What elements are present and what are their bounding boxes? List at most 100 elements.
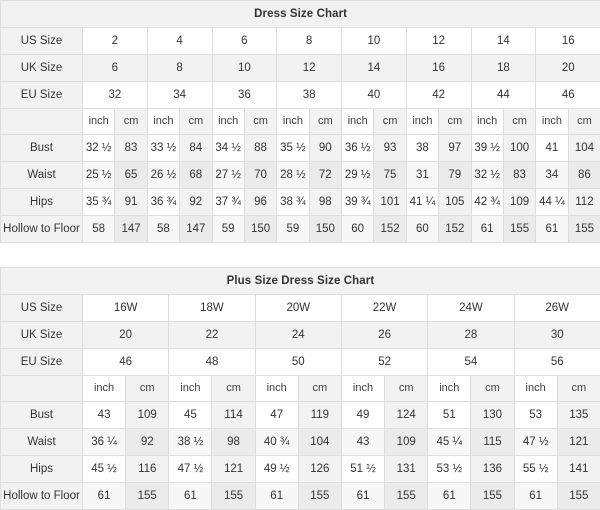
measurement-cell-inch: 61 (255, 483, 298, 510)
size-value-cell: 48 (169, 349, 255, 376)
unit-header-cm: cm (244, 109, 276, 135)
measurement-cell-inch: 61 (514, 483, 557, 510)
unit-header-inch: inch (406, 109, 438, 135)
measurement-cell-inch: 32 ½ (471, 162, 503, 189)
row-label: Bust (1, 402, 83, 429)
size-value-cell: 22 (169, 322, 255, 349)
size-value-cell: 34 (147, 82, 212, 109)
measurement-cell-cm: 147 (180, 216, 212, 243)
measurement-cell-cm: 155 (471, 483, 514, 510)
size-value-cell: 16 (536, 28, 600, 55)
measurement-cell-cm: 141 (557, 456, 600, 483)
row-label: Waist (1, 162, 83, 189)
measurement-cell-cm: 86 (568, 162, 600, 189)
measurement-cell-inch: 34 (536, 162, 568, 189)
measurement-cell-cm: 105 (439, 189, 471, 216)
row-label: UK Size (1, 55, 83, 82)
measurement-cell-cm: 136 (471, 456, 514, 483)
measurement-cell-inch: 61 (169, 483, 212, 510)
measurement-cell-cm: 65 (115, 162, 147, 189)
measurement-cell-inch: 38 (406, 135, 438, 162)
unit-header-inch: inch (277, 109, 309, 135)
measurement-cell-cm: 96 (244, 189, 276, 216)
measurement-cell-cm: 150 (309, 216, 341, 243)
measurement-cell-inch: 59 (277, 216, 309, 243)
measurement-cell-cm: 131 (385, 456, 428, 483)
size-value-cell: 6 (83, 55, 148, 82)
measurement-cell-inch: 28 ½ (277, 162, 309, 189)
unit-header-inch: inch (341, 376, 384, 402)
measurement-cell-inch: 38 ¾ (277, 189, 309, 216)
measurement-cell-cm: 97 (439, 135, 471, 162)
measurement-cell-inch: 61 (428, 483, 471, 510)
measurement-cell-cm: 130 (471, 402, 514, 429)
size-value-cell: 46 (83, 349, 169, 376)
size-value-cell: 50 (255, 349, 341, 376)
measurement-cell-inch: 61 (536, 216, 568, 243)
measurement-cell-cm: 98 (212, 429, 255, 456)
size-value-cell: 38 (277, 82, 342, 109)
measurement-cell-inch: 39 ¾ (342, 189, 374, 216)
measurement-cell-cm: 104 (298, 429, 341, 456)
unit-header-cm: cm (180, 109, 212, 135)
measurement-cell-inch: 53 ½ (428, 456, 471, 483)
size-value-cell: 18 (471, 55, 536, 82)
row-label: UK Size (1, 322, 83, 349)
unit-header-cm: cm (557, 376, 600, 402)
measurement-cell-inch: 36 ¾ (147, 189, 179, 216)
measurement-cell-inch: 58 (147, 216, 179, 243)
measurement-cell-inch: 59 (212, 216, 244, 243)
row-label: Waist (1, 429, 83, 456)
measurement-cell-inch: 43 (341, 429, 384, 456)
unit-header-cm: cm (126, 376, 169, 402)
measurement-cell-cm: 90 (309, 135, 341, 162)
measurement-cell-inch: 61 (83, 483, 126, 510)
measurement-cell-inch: 35 ¾ (83, 189, 115, 216)
measurement-cell-inch: 36 ¼ (83, 429, 126, 456)
row-label: US Size (1, 28, 83, 55)
measurement-cell-inch: 43 (83, 402, 126, 429)
row-label: Hips (1, 456, 83, 483)
size-value-cell: 28 (428, 322, 514, 349)
measurement-cell-inch: 42 ¾ (471, 189, 503, 216)
size-value-cell: 12 (406, 28, 471, 55)
unit-header-cm: cm (212, 376, 255, 402)
measurement-cell-cm: 116 (126, 456, 169, 483)
size-value-cell: 22W (341, 295, 427, 322)
measurement-cell-cm: 83 (115, 135, 147, 162)
measurement-cell-inch: 45 ½ (83, 456, 126, 483)
measurement-cell-cm: 70 (244, 162, 276, 189)
measurement-cell-inch: 45 ¼ (428, 429, 471, 456)
measurement-cell-cm: 101 (374, 189, 406, 216)
size-value-cell: 14 (342, 55, 407, 82)
size-value-cell: 16 (406, 55, 471, 82)
measurement-cell-cm: 93 (374, 135, 406, 162)
size-value-cell: 24 (255, 322, 341, 349)
measurement-cell-inch: 47 ½ (514, 429, 557, 456)
measurement-cell-inch: 58 (83, 216, 115, 243)
measurement-cell-cm: 155 (298, 483, 341, 510)
measurement-cell-inch: 41 (536, 135, 568, 162)
unit-header-inch: inch (212, 109, 244, 135)
measurement-cell-cm: 135 (557, 402, 600, 429)
measurement-cell-inch: 45 (169, 402, 212, 429)
size-value-cell: 42 (406, 82, 471, 109)
unit-header-cm: cm (115, 109, 147, 135)
unit-header-label-spacer (1, 109, 83, 135)
unit-header-inch: inch (169, 376, 212, 402)
measurement-cell-inch: 49 (341, 402, 384, 429)
unit-header-inch: inch (255, 376, 298, 402)
measurement-cell-inch: 31 (406, 162, 438, 189)
row-label: EU Size (1, 82, 83, 109)
size-value-cell: 14 (471, 28, 536, 55)
size-value-cell: 2 (83, 28, 148, 55)
size-value-cell: 44 (471, 82, 536, 109)
